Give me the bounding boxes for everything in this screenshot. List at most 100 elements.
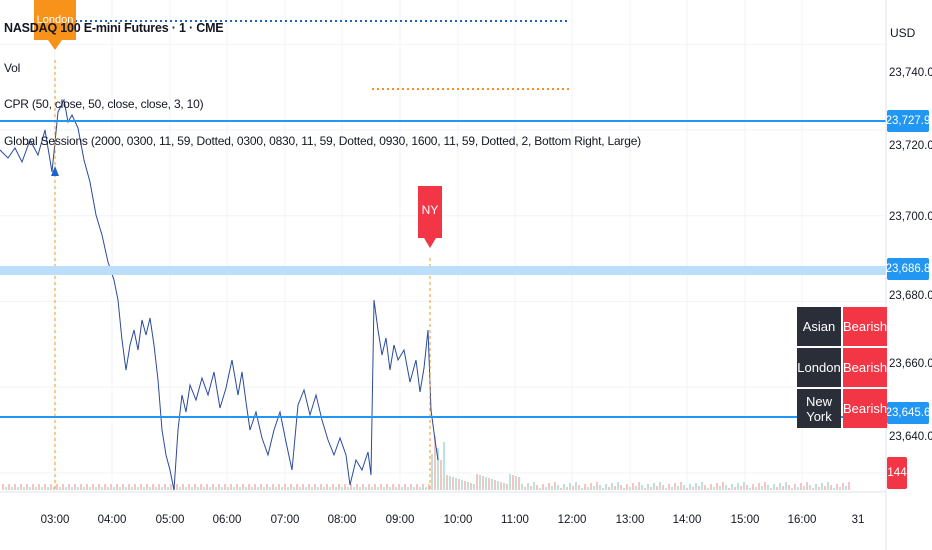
volume-bar (305, 487, 307, 490)
volume-bar (422, 484, 424, 490)
volume-bar (620, 485, 622, 490)
volume-bar (641, 485, 643, 490)
time-tick: 03:00 (40, 514, 70, 526)
volume-bar (350, 484, 352, 490)
volume-bar (836, 484, 838, 490)
volume-bar (98, 484, 100, 490)
time-tick: 14:00 (672, 514, 702, 526)
volume-bar (500, 482, 502, 490)
volume-bar (785, 482, 787, 490)
volume-bar (26, 484, 28, 490)
volume-bar (668, 484, 670, 490)
volume-bar (629, 487, 631, 490)
cpr-indicator-legend[interactable]: CPR (50, close, 50, close, close, 3, 10) (4, 97, 204, 111)
volume-bar (557, 485, 559, 490)
session-name-cell: London (797, 348, 841, 387)
volume-bar (782, 486, 784, 490)
grid (0, 0, 886, 492)
ny-marker-flag (418, 186, 442, 248)
volume-bar (635, 486, 637, 490)
volume-bar (548, 483, 550, 490)
volume-bar (257, 487, 259, 490)
volume-bar (812, 488, 814, 490)
volume-bar (320, 484, 322, 490)
volume-bar (293, 487, 295, 490)
volume-bar (524, 487, 526, 490)
volume-bar (338, 484, 340, 490)
time-tick: 08:00 (327, 514, 357, 526)
volume-bar (359, 487, 361, 490)
volume-bar (764, 482, 766, 490)
volume-bar (575, 482, 577, 490)
volume-bar (755, 487, 757, 490)
volume-bar (44, 484, 46, 490)
volume-bar (674, 483, 676, 490)
currency-label[interactable]: USD (890, 26, 916, 40)
volume-bar (152, 484, 154, 490)
volume-bar (251, 487, 253, 490)
volume-indicator-legend[interactable]: Vol (4, 61, 21, 75)
volume-bar (515, 476, 517, 490)
volume-bar (197, 487, 199, 490)
volume-bar (626, 484, 628, 490)
volume-bar (140, 484, 142, 490)
volume-bar (236, 484, 238, 490)
volume-bar (62, 484, 64, 490)
volume-bar (113, 487, 115, 490)
volume-bar (248, 484, 250, 490)
volume-bar (230, 484, 232, 490)
price-tick: 23,680.00 (889, 290, 932, 302)
time-tick: 11:00 (501, 514, 529, 526)
volume-bar (494, 480, 496, 490)
volume-bar (554, 482, 556, 490)
volume-bar (431, 454, 433, 490)
volume-bar (65, 487, 67, 490)
volume-bar (578, 485, 580, 490)
volume-bar (719, 486, 721, 490)
volume-bar (218, 484, 220, 490)
volume-bar (71, 487, 73, 490)
sessions-indicator-legend[interactable]: Global Sessions (2000, 0300, 11, 59, Dot… (4, 134, 641, 148)
volume-bar (11, 487, 13, 490)
volume-bar (407, 487, 409, 490)
volume-bar (482, 476, 484, 490)
volume-bar (344, 484, 346, 490)
volume-bar (131, 487, 133, 490)
volume-bar (833, 488, 835, 490)
session-bias-cell: Bearish (843, 307, 888, 346)
volume-bar (35, 487, 37, 490)
volume-bar (134, 484, 136, 490)
volume-bar (86, 484, 88, 490)
price-tick: 23,740.00 (889, 67, 932, 79)
volume-bar (227, 487, 229, 490)
volume-bar (233, 487, 235, 490)
volume-bar (842, 483, 844, 490)
volume-bar (17, 487, 19, 490)
volume-bar (650, 487, 652, 490)
volume-bar (281, 487, 283, 490)
volume-bar (119, 487, 121, 490)
volume-bar (731, 484, 733, 490)
symbol-title[interactable]: NASDAQ 100 E-mini Futures · 1 · CME (4, 21, 224, 35)
volume-bar (296, 484, 298, 490)
volume-bar (440, 460, 442, 490)
volume-bar (308, 484, 310, 490)
volume-bar (365, 487, 367, 490)
session-bias-cell: Bearish (843, 348, 888, 387)
volume-bar (710, 484, 712, 490)
volume-bar (29, 487, 31, 490)
volume-bar (740, 486, 742, 490)
volume-bar (101, 487, 103, 490)
volume-bar (680, 482, 682, 490)
volume-bar (398, 484, 400, 490)
volume-bar (254, 484, 256, 490)
time-tick: 04:00 (97, 514, 127, 526)
volume-bar (401, 487, 403, 490)
volume-bar (446, 475, 448, 490)
volume-bar (323, 487, 325, 490)
volume-bar (23, 487, 25, 490)
volume-bar (752, 484, 754, 490)
volume-bar (770, 488, 772, 490)
session-name-cell: New York (797, 389, 841, 428)
